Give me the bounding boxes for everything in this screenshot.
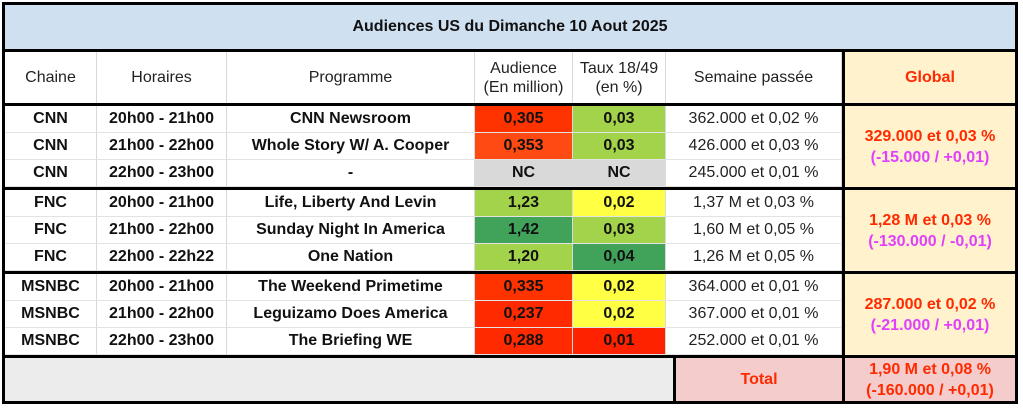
cell-programme: One Nation (227, 244, 475, 271)
cell-audience: 1,23 (475, 190, 573, 217)
divider (2, 187, 1018, 190)
header-audience: Audience (En million) (475, 52, 573, 103)
cell-taux: 0,03 (573, 106, 666, 133)
cell-horaires: 22h00 - 22h22 (97, 244, 227, 271)
cell-audience: 0,353 (475, 133, 573, 160)
cell-horaires: 21h00 - 22h00 (97, 301, 227, 328)
cell-programme: Leguizamo Does America (227, 301, 475, 328)
cell-programme: CNN Newsroom (227, 106, 475, 133)
cell-chaine: CNN (5, 106, 97, 133)
audience-table: Audiences US du Dimanche 10 Aout 2025 Ch… (2, 2, 1018, 404)
cell-programme: Whole Story W/ A. Cooper (227, 133, 475, 160)
divider (2, 355, 1018, 358)
cell-taux: 0,02 (573, 274, 666, 301)
cell-horaires: 21h00 - 22h00 (97, 133, 227, 160)
cell-chaine: MSNBC (5, 328, 97, 355)
total-value: 1,90 M et 0,08 % (-160.000 / +0,01) (845, 358, 1015, 401)
global-cnn: 329.000 et 0,03 % (-15.000 / +0,01) (845, 106, 1015, 187)
cell-semaine: 426.000 et 0,03 % (666, 133, 842, 160)
divider (673, 355, 676, 404)
cell-taux: 0,03 (573, 133, 666, 160)
cell-chaine: MSNBC (5, 301, 97, 328)
cell-chaine: FNC (5, 190, 97, 217)
cell-taux: 0,02 (573, 190, 666, 217)
header-taux-line1: Taux 18/49 (579, 59, 659, 77)
cell-taux: 0,04 (573, 244, 666, 271)
divider (2, 103, 1018, 106)
header-taux-line2: (en %) (595, 78, 643, 96)
header-chaine: Chaine (5, 52, 97, 103)
cell-audience: 1,42 (475, 217, 573, 244)
total-main: 1,90 M et 0,08 % (869, 360, 991, 378)
cell-audience: 0,288 (475, 328, 573, 355)
header-global: Global (845, 52, 1015, 103)
cell-horaires: 22h00 - 23h00 (97, 328, 227, 355)
cell-taux: 0,02 (573, 301, 666, 328)
header-audience-line2: (En million) (483, 78, 564, 96)
global-cnn-main: 329.000 et 0,03 % (864, 127, 996, 145)
global-fnc-main: 1,28 M et 0,03 % (869, 211, 991, 229)
global-fnc-delta: (-130.000 / -0,01) (868, 232, 992, 250)
cell-semaine: 362.000 et 0,02 % (666, 106, 842, 133)
cell-audience: 1,20 (475, 244, 573, 271)
cell-chaine: FNC (5, 244, 97, 271)
cell-taux: 0,01 (573, 328, 666, 355)
header-taux: Taux 18/49 (en %) (573, 52, 666, 103)
global-msnbc-delta: (-21.000 / +0,01) (870, 316, 990, 334)
cell-audience: 0,305 (475, 106, 573, 133)
divider (2, 271, 1018, 274)
cell-programme: The Briefing WE (227, 328, 475, 355)
table-title: Audiences US du Dimanche 10 Aout 2025 (2, 2, 1018, 52)
global-msnbc: 287.000 et 0,02 % (-21.000 / +0,01) (845, 274, 1015, 355)
cell-chaine: CNN (5, 160, 97, 187)
cell-programme: - (227, 160, 475, 187)
cell-programme: Life, Liberty And Levin (227, 190, 475, 217)
cell-semaine: 367.000 et 0,01 % (666, 301, 842, 328)
cell-programme: The Weekend Primetime (227, 274, 475, 301)
cell-semaine: 1,37 M et 0,03 % (666, 190, 842, 217)
cell-semaine: 364.000 et 0,01 % (666, 274, 842, 301)
divider (2, 2, 5, 404)
header-audience-line1: Audience (490, 59, 557, 77)
total-empty-cell (5, 358, 673, 401)
header-horaires: Horaires (97, 52, 227, 103)
divider (842, 52, 845, 404)
cell-taux: NC (573, 160, 666, 187)
header-programme: Programme (227, 52, 475, 103)
cell-horaires: 22h00 - 23h00 (97, 160, 227, 187)
global-fnc: 1,28 M et 0,03 % (-130.000 / -0,01) (845, 190, 1015, 271)
cell-semaine: 252.000 et 0,01 % (666, 328, 842, 355)
global-msnbc-main: 287.000 et 0,02 % (864, 295, 996, 313)
cell-programme: Sunday Night In America (227, 217, 475, 244)
cell-audience: NC (475, 160, 573, 187)
cell-horaires: 20h00 - 21h00 (97, 190, 227, 217)
cell-semaine: 1,26 M et 0,05 % (666, 244, 842, 271)
cell-chaine: FNC (5, 217, 97, 244)
cell-horaires: 20h00 - 21h00 (97, 274, 227, 301)
divider (1015, 2, 1018, 404)
cell-semaine: 1,60 M et 0,05 % (666, 217, 842, 244)
cell-chaine: MSNBC (5, 274, 97, 301)
cell-horaires: 21h00 - 22h00 (97, 217, 227, 244)
cell-audience: 0,335 (475, 274, 573, 301)
cell-audience: 0,237 (475, 301, 573, 328)
cell-semaine: 245.000 et 0,01 % (666, 160, 842, 187)
cell-taux: 0,03 (573, 217, 666, 244)
divider (2, 401, 1018, 404)
cell-horaires: 20h00 - 21h00 (97, 106, 227, 133)
cell-chaine: CNN (5, 133, 97, 160)
global-cnn-delta: (-15.000 / +0,01) (870, 148, 990, 166)
total-delta: (-160.000 / +0,01) (866, 381, 994, 399)
total-label: Total (676, 358, 842, 401)
header-semaine: Semaine passée (666, 52, 842, 103)
